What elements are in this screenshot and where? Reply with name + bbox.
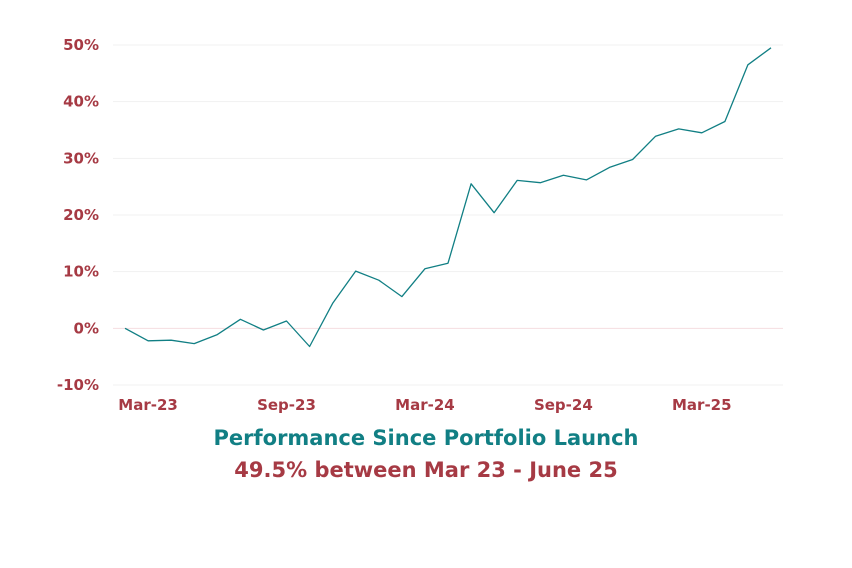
series-line: [124, 47, 772, 348]
y-tick-label: 0%: [74, 319, 99, 337]
y-tick-label: -10%: [57, 376, 99, 394]
x-tick-label: Mar-24: [395, 396, 455, 414]
y-tick-label: 40%: [63, 93, 99, 111]
y-tick-label: 10%: [63, 263, 99, 281]
y-tick-label: 50%: [63, 36, 99, 54]
x-tick-label: Mar-23: [118, 396, 178, 414]
x-tick-label: Sep-23: [257, 396, 316, 414]
x-tick-label: Mar-25: [672, 396, 732, 414]
x-axis-tick-labels: Mar-23 Sep-23 Mar-24 Sep-24 Mar-25: [118, 396, 731, 414]
chart-subtitle: 49.5% between Mar 23 - June 25: [234, 458, 618, 482]
series-lines: [124, 47, 772, 348]
chart-title: Performance Since Portfolio Launch: [213, 426, 639, 450]
y-axis-tick-labels: 50% 40% 30% 20% 10% 0% -10%: [57, 36, 99, 394]
y-tick-label: 30%: [63, 149, 99, 167]
y-tick-label: 20%: [63, 206, 99, 224]
x-tick-label: Sep-24: [534, 396, 593, 414]
gridlines: [113, 44, 783, 386]
